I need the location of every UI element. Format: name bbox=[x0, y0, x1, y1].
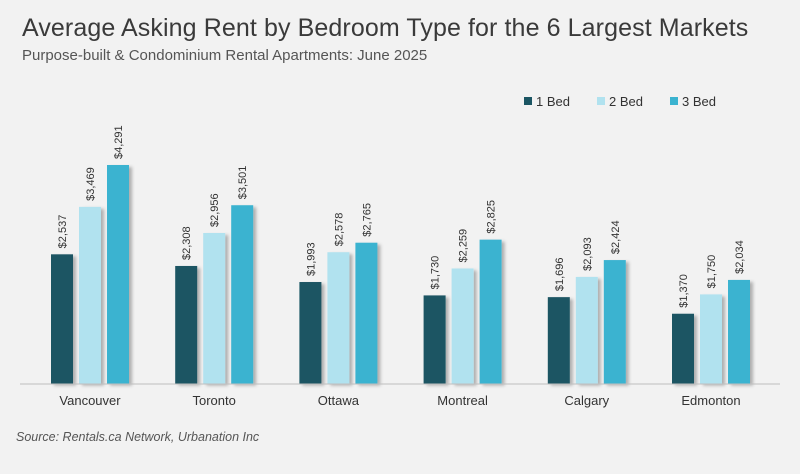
data-label: $2,424 bbox=[610, 220, 622, 254]
data-label: $2,578 bbox=[333, 213, 345, 247]
legend-swatch bbox=[670, 97, 678, 105]
data-label: $1,370 bbox=[678, 274, 690, 308]
bar-edmonton-1-bed bbox=[672, 313, 694, 384]
data-label: $2,093 bbox=[582, 237, 594, 271]
bar-calgary-2-bed bbox=[575, 276, 598, 384]
data-label: $2,537 bbox=[57, 215, 69, 249]
x-tick-label: Montreal bbox=[437, 393, 488, 408]
data-label: $2,956 bbox=[209, 193, 221, 227]
data-label: $2,259 bbox=[458, 229, 470, 263]
data-label: $2,308 bbox=[181, 226, 193, 260]
legend-swatch bbox=[597, 97, 605, 105]
bar-toronto-2-bed bbox=[203, 232, 226, 384]
bar-edmonton-3-bed bbox=[728, 279, 750, 384]
x-tick-label: Ottawa bbox=[318, 393, 360, 408]
bar-ottawa-2-bed bbox=[327, 252, 350, 384]
data-label: $1,730 bbox=[430, 256, 442, 290]
data-label: $3,469 bbox=[85, 167, 97, 201]
data-label: $2,765 bbox=[361, 203, 373, 237]
bar-vancouver-3-bed bbox=[107, 165, 129, 384]
data-label: $2,825 bbox=[486, 200, 498, 234]
x-tick-label: Toronto bbox=[193, 393, 236, 408]
source-note: Source: Rentals.ca Network, Urbanation I… bbox=[16, 430, 260, 444]
data-label: $4,291 bbox=[113, 125, 125, 159]
legend-label: 1 Bed bbox=[536, 94, 570, 109]
chart-title: Average Asking Rent by Bedroom Type for … bbox=[22, 14, 749, 42]
legend-label: 3 Bed bbox=[682, 94, 716, 109]
bar-calgary-3-bed bbox=[603, 260, 626, 384]
legend-label: 2 Bed bbox=[609, 94, 643, 109]
data-label: $1,750 bbox=[706, 255, 718, 289]
x-tick-label: Vancouver bbox=[59, 393, 121, 408]
bar-edmonton-2-bed bbox=[700, 294, 722, 384]
data-label: $2,034 bbox=[734, 240, 746, 274]
bar-vancouver-2-bed bbox=[79, 206, 101, 384]
data-label: $1,696 bbox=[554, 257, 566, 291]
bar-toronto-3-bed bbox=[231, 205, 254, 384]
bar-montreal-1-bed bbox=[423, 295, 446, 384]
bar-montreal-2-bed bbox=[451, 268, 474, 384]
bar-montreal-3-bed bbox=[479, 239, 502, 384]
bar-vancouver-1-bed bbox=[51, 254, 73, 384]
x-tick-label: Calgary bbox=[564, 393, 609, 408]
bar-toronto-1-bed bbox=[175, 265, 198, 384]
bar-calgary-1-bed bbox=[547, 297, 570, 384]
bar-ottawa-3-bed bbox=[355, 242, 378, 384]
chart-subtitle: Purpose-built & Condominium Rental Apart… bbox=[22, 47, 428, 64]
bar-ottawa-1-bed bbox=[299, 282, 322, 384]
data-label: $1,993 bbox=[305, 242, 317, 276]
legend-swatch bbox=[524, 97, 532, 105]
x-tick-label: Edmonton bbox=[681, 393, 740, 408]
data-label: $3,501 bbox=[237, 166, 249, 200]
